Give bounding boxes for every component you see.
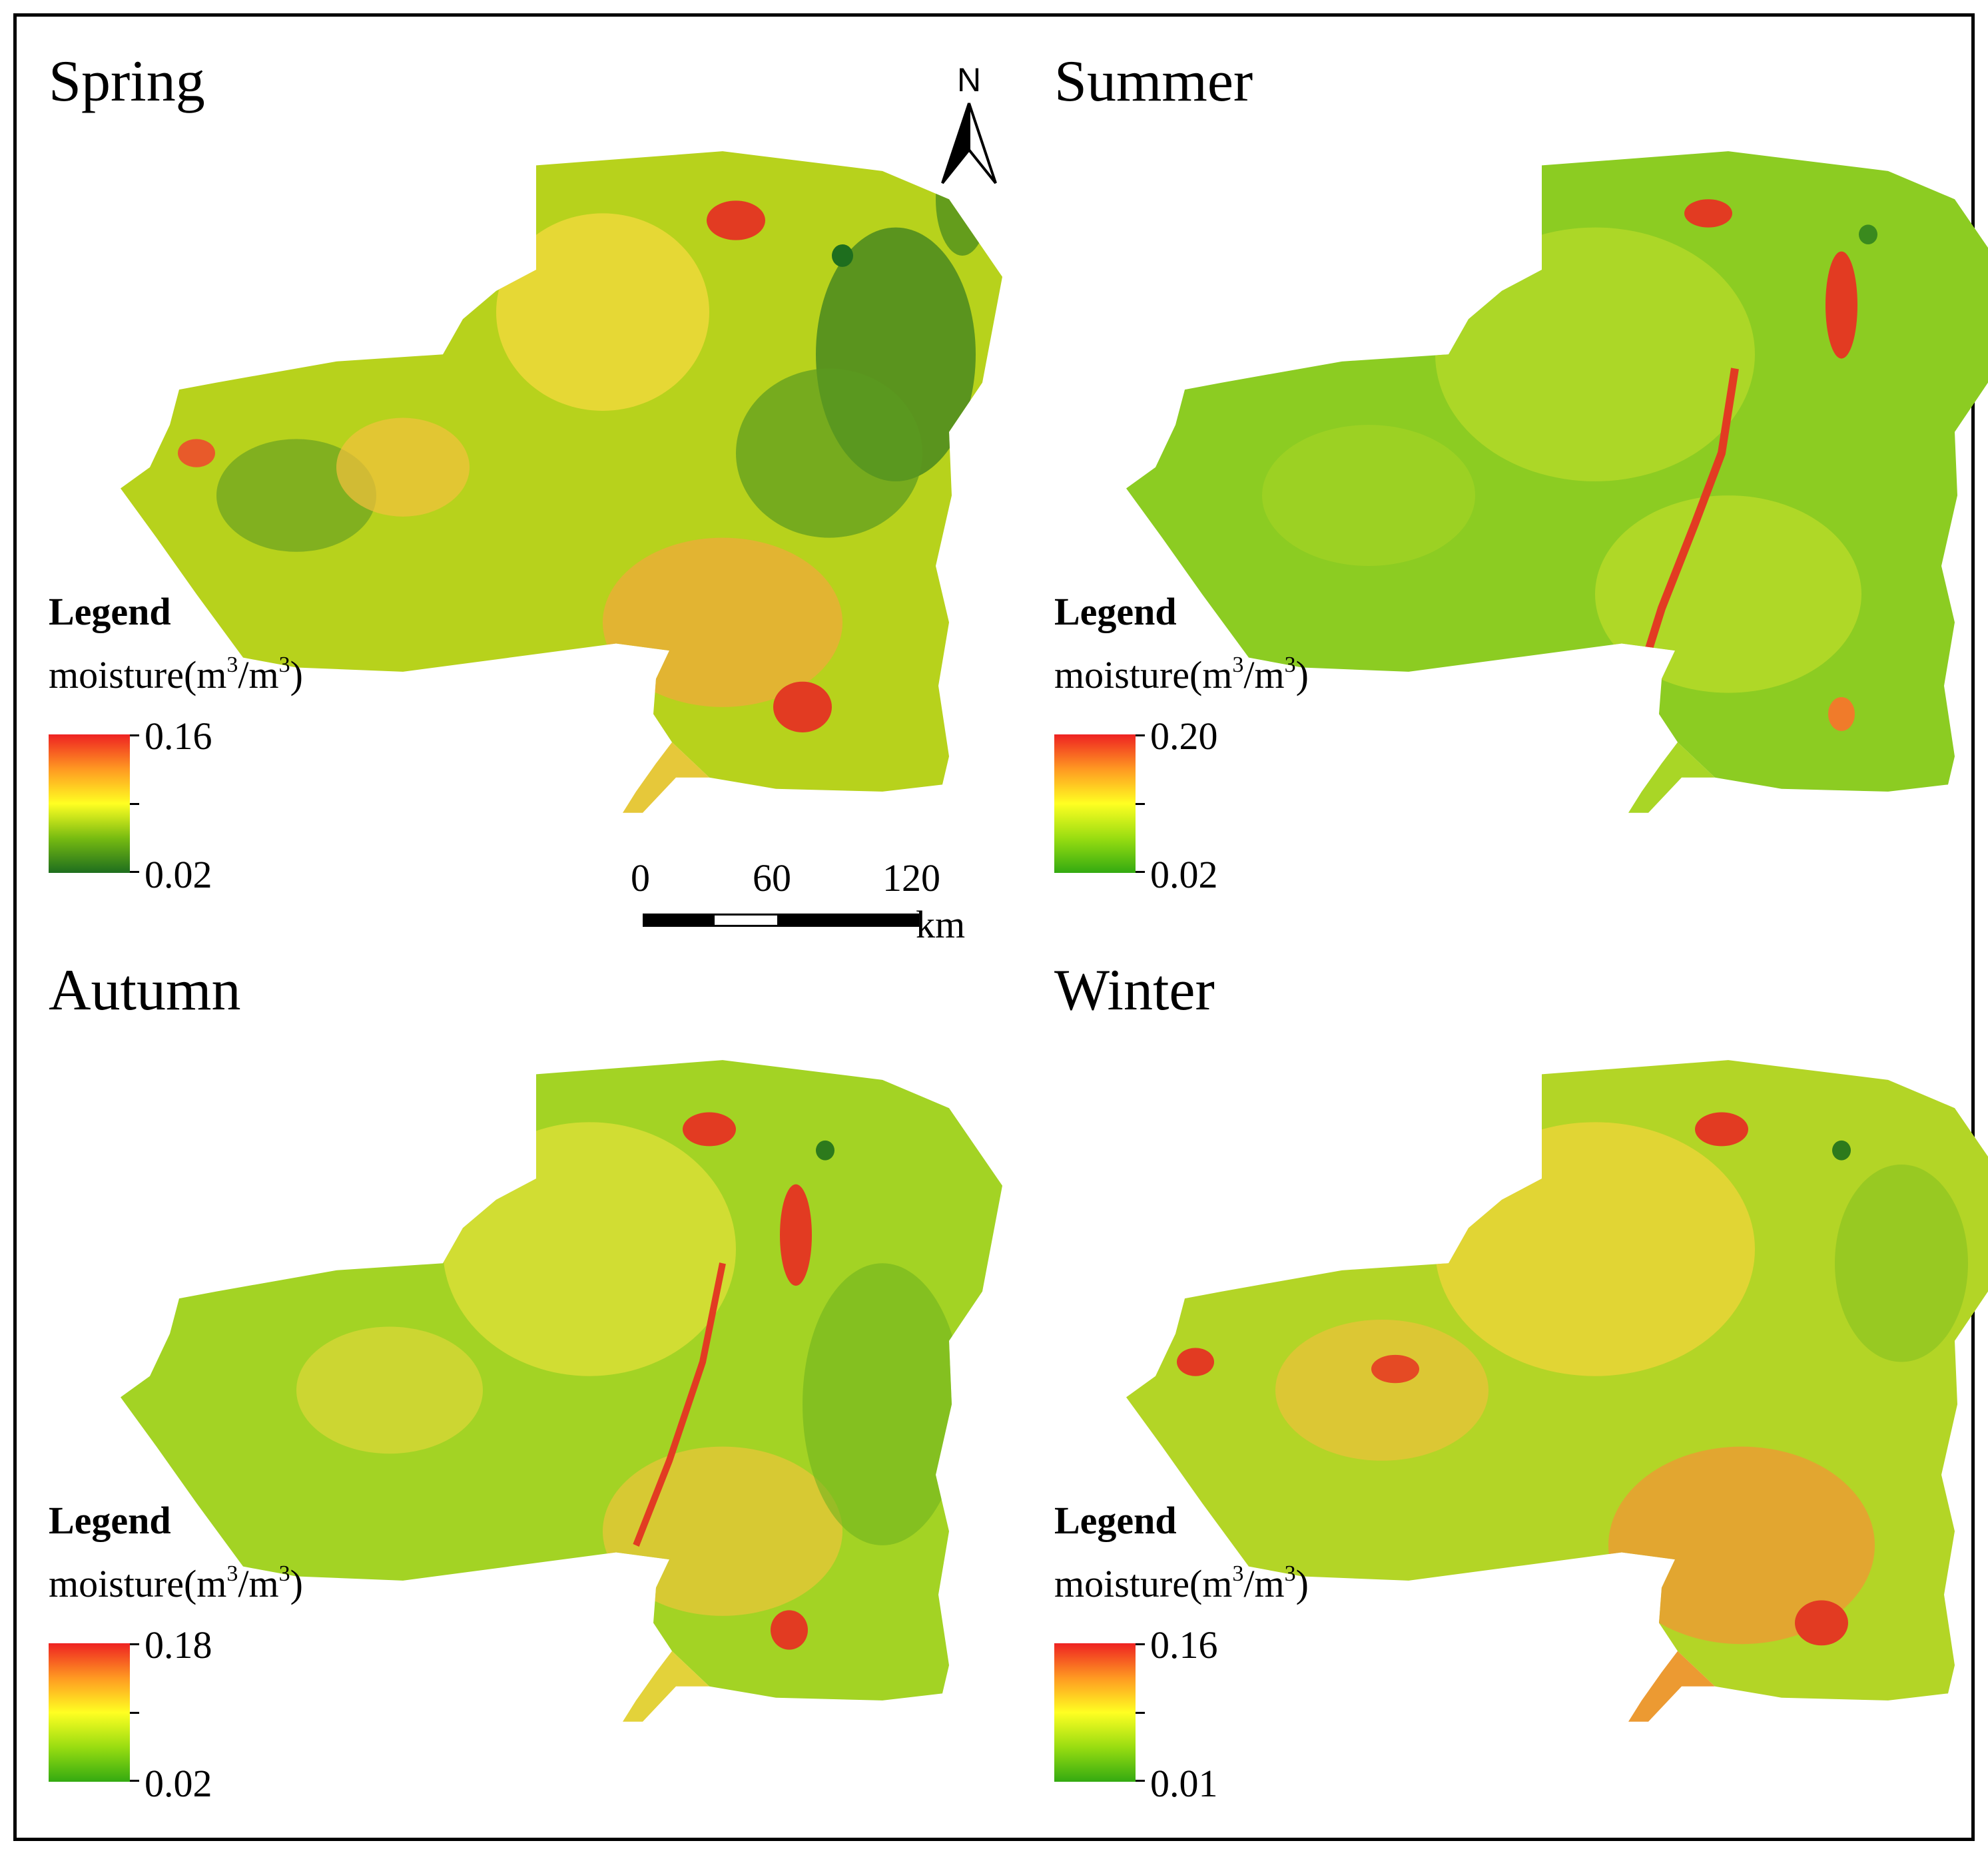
north-arrow-label: N <box>957 61 981 99</box>
summer-moisture-map <box>1126 151 1988 813</box>
scale-segment <box>779 914 919 927</box>
legend-title: Legend <box>1054 1499 1177 1542</box>
legend-tick-mid <box>130 803 139 805</box>
legend-title: Legend <box>49 1499 171 1542</box>
legend-color-ramp <box>1054 1643 1136 1782</box>
legend-max-value: 0.18 <box>145 1623 212 1667</box>
legend-color-ramp <box>49 734 130 873</box>
legend-unit: moisture(m3/m3) <box>49 1561 303 1605</box>
legend-tick-mid <box>130 1712 139 1714</box>
legend-min-value: 0.02 <box>1150 853 1218 896</box>
legend-title: Legend <box>1054 590 1177 633</box>
legend-max-value: 0.16 <box>1150 1623 1218 1667</box>
season-title: Autumn <box>49 958 241 1023</box>
legend-tick-max <box>130 1643 139 1645</box>
legend-tick-max <box>130 734 139 736</box>
legend-max-value: 0.20 <box>1150 714 1218 758</box>
winter-moisture-map <box>1126 1060 1988 1722</box>
legend-tick-mid <box>1136 803 1145 805</box>
legend-color-ramp <box>49 1643 130 1782</box>
scale-label-0: 0 <box>631 856 650 900</box>
scale-segment <box>713 914 779 927</box>
legend-max-value: 0.16 <box>145 714 212 758</box>
panel-autumn: Autumn Legend moisture(m3/m3) 0.18 0.02 <box>30 939 1016 1844</box>
season-title: Summer <box>1054 49 1253 114</box>
autumn-moisture-map <box>121 1060 1002 1722</box>
legend-tick-min <box>130 871 139 873</box>
legend-color-ramp <box>1054 734 1136 873</box>
season-title: Spring <box>49 49 205 114</box>
legend-min-value: 0.02 <box>145 853 212 896</box>
scale-label-60: 60 <box>753 856 791 900</box>
legend-tick-max <box>1136 1643 1145 1645</box>
scale-unit: km <box>916 903 966 946</box>
panel-spring: Spring Legend moisture(m3/m3) 0.16 0.02 … <box>30 30 1016 944</box>
legend-title: Legend <box>49 590 171 633</box>
scale-label-120: 120 <box>882 856 940 900</box>
legend-tick-min <box>1136 1780 1145 1782</box>
legend-tick-min <box>1136 871 1145 873</box>
legend-min-value: 0.01 <box>1150 1762 1218 1805</box>
legend-unit: moisture(m3/m3) <box>1054 1561 1309 1605</box>
legend-unit: moisture(m3/m3) <box>1054 653 1309 696</box>
north-arrow-icon: N <box>941 61 997 184</box>
legend-tick-mid <box>1136 1712 1145 1714</box>
panel-winter: Winter Legend moisture(m3/m3) 0.16 0.01 <box>1036 939 1988 1844</box>
season-title: Winter <box>1054 958 1215 1023</box>
legend-tick-max <box>1136 734 1145 736</box>
figure-frame: Spring Legend moisture(m3/m3) 0.16 0.02 … <box>13 13 1988 1844</box>
legend-tick-min <box>130 1780 139 1782</box>
panel-summer: Summer Legend moisture(m3/m3) 0.20 0.02 <box>1036 30 1988 935</box>
scale-segment <box>643 914 713 927</box>
scale-bar: 0 60 120 km <box>629 859 1002 952</box>
legend-unit: moisture(m3/m3) <box>49 653 303 696</box>
spring-moisture-map <box>121 151 1002 813</box>
legend-min-value: 0.02 <box>145 1762 212 1805</box>
